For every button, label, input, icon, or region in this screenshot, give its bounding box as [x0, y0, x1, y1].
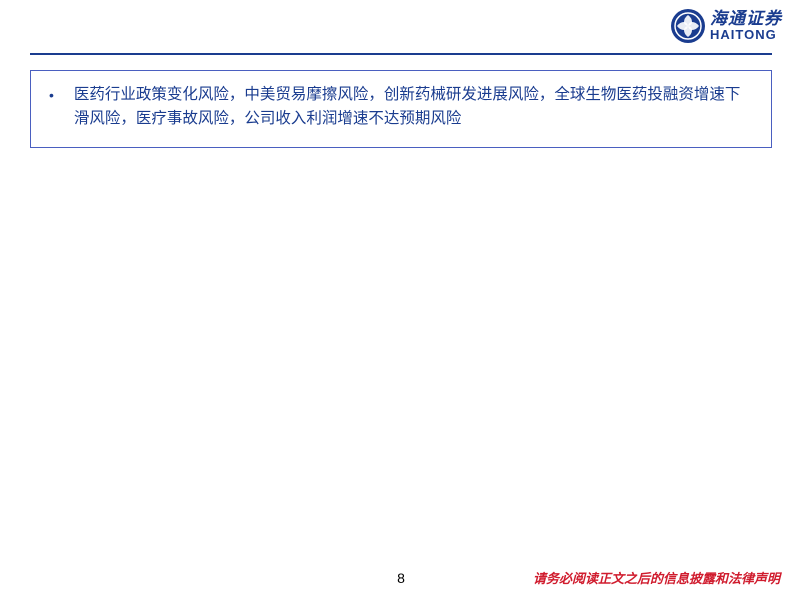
logo-chinese-text: 海通证券	[710, 10, 782, 29]
bullet-item: • 医药行业政策变化风险，中美贸易摩擦风险，创新药械研发进展风险，全球生物医药投…	[49, 83, 753, 131]
header-divider	[30, 53, 772, 55]
footer-disclaimer: 请务必阅读正文之后的信息披露和法律声明	[533, 568, 780, 587]
haitong-logo-icon	[670, 8, 706, 44]
bullet-marker: •	[49, 87, 54, 103]
company-logo: 海通证券 HAITONG	[670, 8, 782, 44]
content-box: • 医药行业政策变化风险，中美贸易摩擦风险，创新药械研发进展风险，全球生物医药投…	[30, 70, 772, 148]
logo-english-text: HAITONG	[710, 28, 782, 42]
header: 海通证券 HAITONG	[0, 0, 802, 60]
slide-container: 海通证券 HAITONG • 医药行业政策变化风险，中美贸易摩擦风险，创新药械研…	[0, 0, 802, 602]
logo-text-group: 海通证券 HAITONG	[710, 10, 782, 43]
page-number: 8	[397, 570, 405, 586]
risk-disclosure-text: 医药行业政策变化风险，中美贸易摩擦风险，创新药械研发进展风险，全球生物医药投融资…	[74, 83, 753, 131]
